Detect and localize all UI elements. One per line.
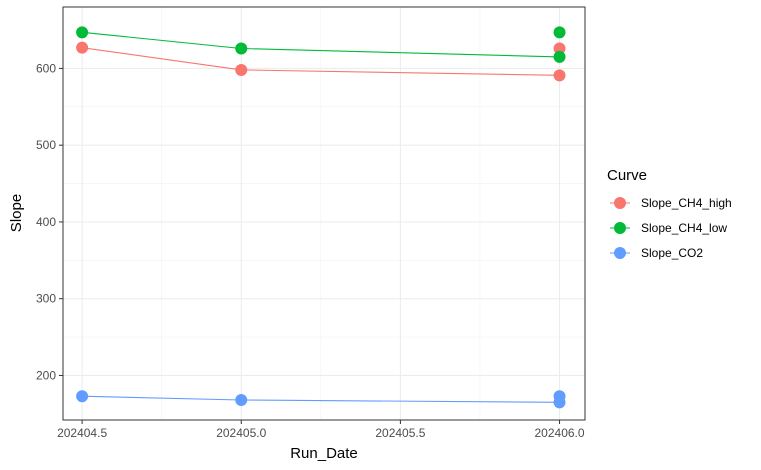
data-point (235, 63, 248, 76)
data-point (235, 42, 248, 55)
legend-items: Slope_CH4_high Slope_CH4_low Slope_CO2 (610, 196, 732, 260)
x-tick-label: 202406.0 (535, 426, 585, 440)
series-layer (76, 26, 566, 409)
legend-label: Slope_CH4_low (641, 221, 727, 235)
series-Slope_CO2 (76, 390, 566, 409)
data-point (553, 69, 566, 82)
legend-label: Slope_CH4_high (641, 196, 732, 210)
legend-item: Slope_CH4_high (610, 196, 732, 210)
legend: Curve Slope_CH4_highSlope_CH4_lowSlope_C… (607, 167, 732, 260)
legend-key-point (614, 197, 626, 209)
data-point (553, 396, 566, 409)
legend-item: Slope_CO2 (610, 246, 703, 260)
y-axis: 200 300 400 500 600 (36, 61, 63, 382)
x-tick-label: 202405.5 (375, 426, 425, 440)
legend-item: Slope_CH4_low (610, 221, 727, 235)
series-Slope_CH4_low (76, 26, 566, 63)
data-point (76, 26, 89, 39)
series-Slope_CH4_high (76, 41, 566, 82)
legend-title: Curve (607, 167, 647, 184)
legend-key-point (614, 222, 626, 234)
data-point (553, 42, 566, 55)
x-axis-title: Run_Date (290, 445, 358, 462)
data-point (553, 50, 566, 63)
y-tick-label: 500 (36, 138, 56, 152)
data-point (235, 394, 248, 407)
y-tick-label: 300 (36, 292, 56, 306)
y-tick-label: 200 (36, 368, 56, 382)
plot-panel (63, 7, 585, 420)
x-tick-label: 202404.5 (57, 426, 107, 440)
data-point (76, 390, 89, 403)
plot-border (62, 6, 586, 421)
y-tick-label: 600 (36, 61, 56, 75)
y-axis-title: Slope (8, 194, 25, 232)
legend-label: Slope_CO2 (641, 246, 703, 260)
x-tick-label: 202405.0 (216, 426, 266, 440)
x-axis: 202404.5 202405.0 202405.5 202406.0 (57, 420, 585, 440)
data-point (553, 26, 566, 39)
y-tick-label: 400 (36, 215, 56, 229)
grid-lines (63, 7, 585, 420)
data-point (76, 41, 89, 54)
legend-key-point (614, 247, 626, 259)
